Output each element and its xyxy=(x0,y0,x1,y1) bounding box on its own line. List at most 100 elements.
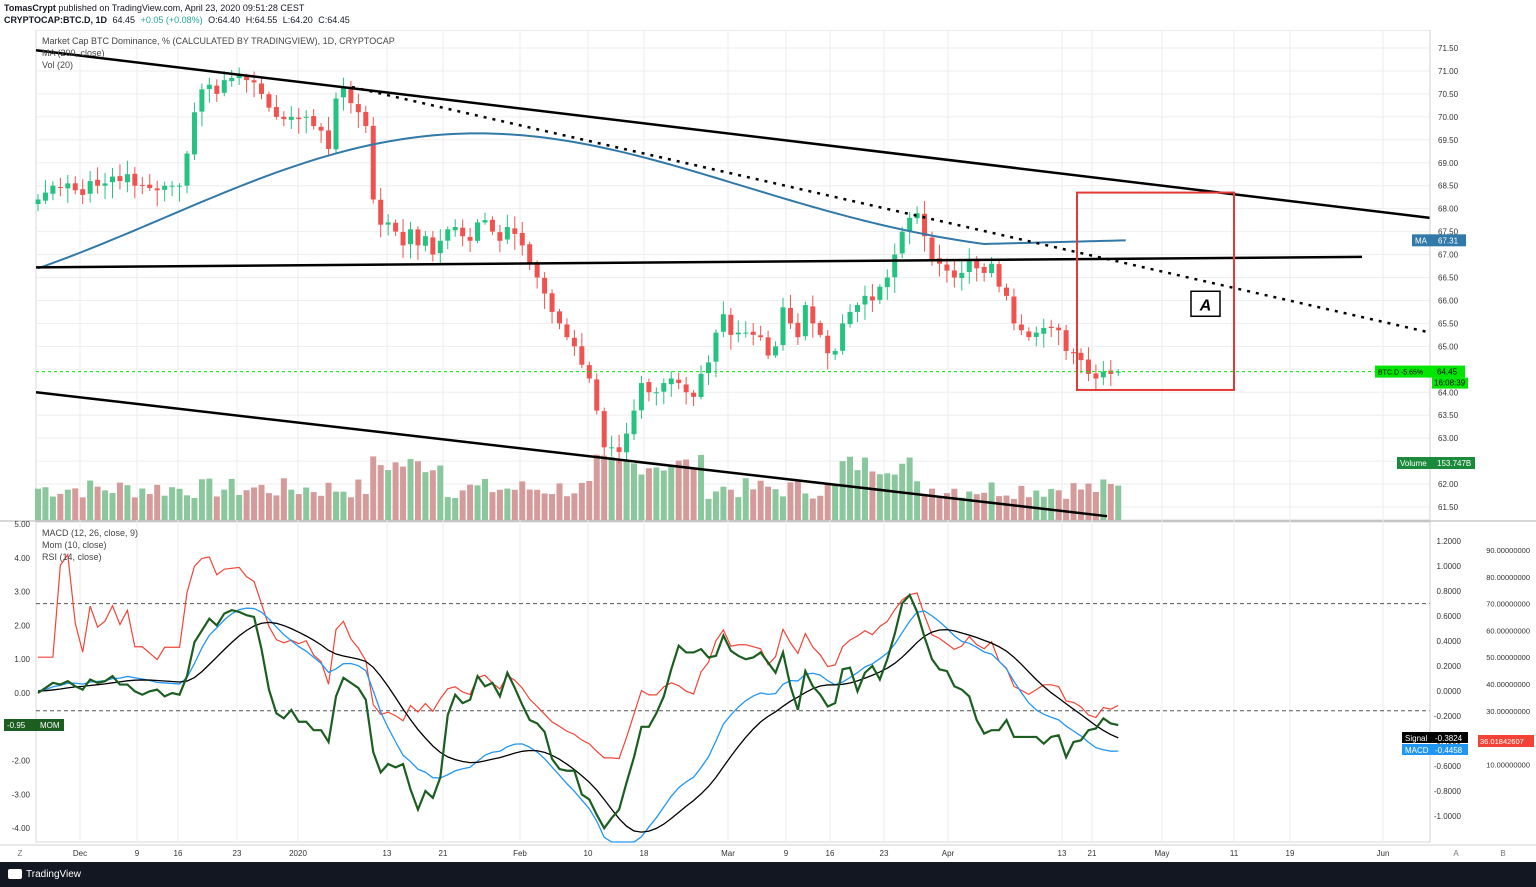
volume-bar xyxy=(936,497,943,520)
volume-bar xyxy=(407,459,414,520)
candle-body xyxy=(877,286,883,300)
candle-body xyxy=(95,179,101,186)
candle-body xyxy=(1063,330,1069,351)
volume-bar xyxy=(526,489,533,520)
price-tick-label: 68.00 xyxy=(1438,205,1459,214)
volume-bar xyxy=(1107,483,1114,520)
mom-tick-label: 4.00 xyxy=(14,554,30,563)
candle-body xyxy=(579,346,585,365)
volume-bar xyxy=(675,460,682,520)
main-legend-line: Market Cap BTC Dominance, % (CALCULATED … xyxy=(42,36,395,46)
time-tick-label: Mar xyxy=(721,849,735,858)
volume-bar xyxy=(683,459,690,520)
volume-bar xyxy=(340,491,347,520)
candle-body xyxy=(892,254,898,278)
candle-body xyxy=(929,237,935,260)
candle-body xyxy=(400,231,406,246)
volume-bar xyxy=(608,456,615,520)
grid xyxy=(0,30,1536,843)
publisher-name[interactable]: TomasCrypt xyxy=(4,3,56,13)
macd-tick-label: -1.0000 xyxy=(1434,812,1462,821)
candle-body xyxy=(169,185,175,187)
volume-bar xyxy=(79,497,86,520)
lower-legend-line: Mom (10, close) xyxy=(42,540,107,550)
candle-body xyxy=(1004,287,1009,296)
price-tick-label: 66.50 xyxy=(1438,274,1459,283)
ma-badge-value: 67.31 xyxy=(1438,236,1459,245)
candle-body xyxy=(750,331,756,335)
tradingview-logo[interactable]: TradingView xyxy=(8,869,81,880)
candle-body xyxy=(80,189,86,195)
candle-body xyxy=(214,85,220,94)
candle-body xyxy=(1018,324,1024,331)
candle-body xyxy=(259,83,264,94)
candle-body xyxy=(765,337,771,356)
macd-tick-label: 0.2000 xyxy=(1437,662,1462,671)
candle-body xyxy=(318,126,324,131)
price-tick-label: 69.50 xyxy=(1438,136,1459,145)
candle-body xyxy=(452,227,458,231)
volume-bar xyxy=(295,494,302,520)
candle-body xyxy=(1093,373,1099,379)
candle-body xyxy=(1108,370,1114,374)
candle-body xyxy=(787,308,793,324)
candle-body xyxy=(981,266,987,273)
volume-bar xyxy=(519,481,526,520)
candle-body xyxy=(944,264,950,271)
mom-tick-label: 5.00 xyxy=(14,520,30,529)
candle-body xyxy=(922,213,928,237)
candle-body xyxy=(229,77,235,82)
volume-badge-label: Volume xyxy=(1400,459,1427,468)
candle-body xyxy=(340,87,346,98)
candle-body xyxy=(1078,352,1084,361)
candle-body xyxy=(571,337,577,347)
price-tick-label: 70.00 xyxy=(1438,113,1459,122)
time-tick-label: 16 xyxy=(826,849,835,858)
volume-badge-value: 153.747B xyxy=(1437,459,1471,468)
axes: 71.50 71.00 70.50 70.00 69.50 69.00 68.50 68.00… xyxy=(0,30,1536,858)
price-tick-label: 63.00 xyxy=(1438,434,1459,443)
volume-bar xyxy=(563,496,570,520)
volume-bar xyxy=(809,498,816,520)
volume-bar xyxy=(802,493,809,520)
chart-canvas[interactable]: A 71.50 71.00 70.50 70.00 69.50 69.00 68.50 68.… xyxy=(0,30,1536,862)
candle-body xyxy=(862,295,868,305)
volume-bar xyxy=(958,497,965,520)
macd-tick-label: 0.4000 xyxy=(1437,637,1462,646)
price-tick-label: 69.00 xyxy=(1438,159,1459,168)
rsi-badge-bg xyxy=(1478,735,1534,747)
volume-bar xyxy=(87,480,94,520)
candle-body xyxy=(542,277,548,294)
candle-body xyxy=(333,98,339,150)
upper-resistance-line xyxy=(35,49,1431,220)
volume-bar xyxy=(690,469,697,520)
high-value: H:64.55 xyxy=(245,15,278,25)
annotation-box xyxy=(1190,290,1221,318)
candle-body xyxy=(244,76,250,81)
time-tick-label: 23 xyxy=(233,849,242,858)
volume-bar xyxy=(1070,483,1077,520)
candle-body xyxy=(408,229,413,245)
volume-bar xyxy=(467,484,474,520)
candle-body xyxy=(236,75,242,79)
volume-bar xyxy=(787,482,794,520)
candle-body xyxy=(437,240,443,254)
tradingview-icon xyxy=(8,869,22,880)
price-badge-label: BTC.D -5.65% xyxy=(1378,370,1423,377)
candle-body xyxy=(855,305,860,312)
volume-badge-bg xyxy=(1397,457,1475,469)
volume-bar xyxy=(1085,483,1092,520)
brand-label: TradingView xyxy=(26,869,82,880)
candle-body xyxy=(616,447,622,452)
candle-body xyxy=(273,107,279,117)
volume-bar xyxy=(645,468,652,520)
candle-body xyxy=(996,264,1002,287)
volume-bar xyxy=(102,490,109,520)
target-box xyxy=(1076,191,1235,391)
candle-body xyxy=(72,183,78,191)
volume-bar xyxy=(265,493,272,520)
candle-body xyxy=(743,332,749,334)
macd-tick-label: -0.8000 xyxy=(1434,787,1462,796)
volume-bar xyxy=(869,471,876,520)
volume-bar xyxy=(139,488,146,520)
